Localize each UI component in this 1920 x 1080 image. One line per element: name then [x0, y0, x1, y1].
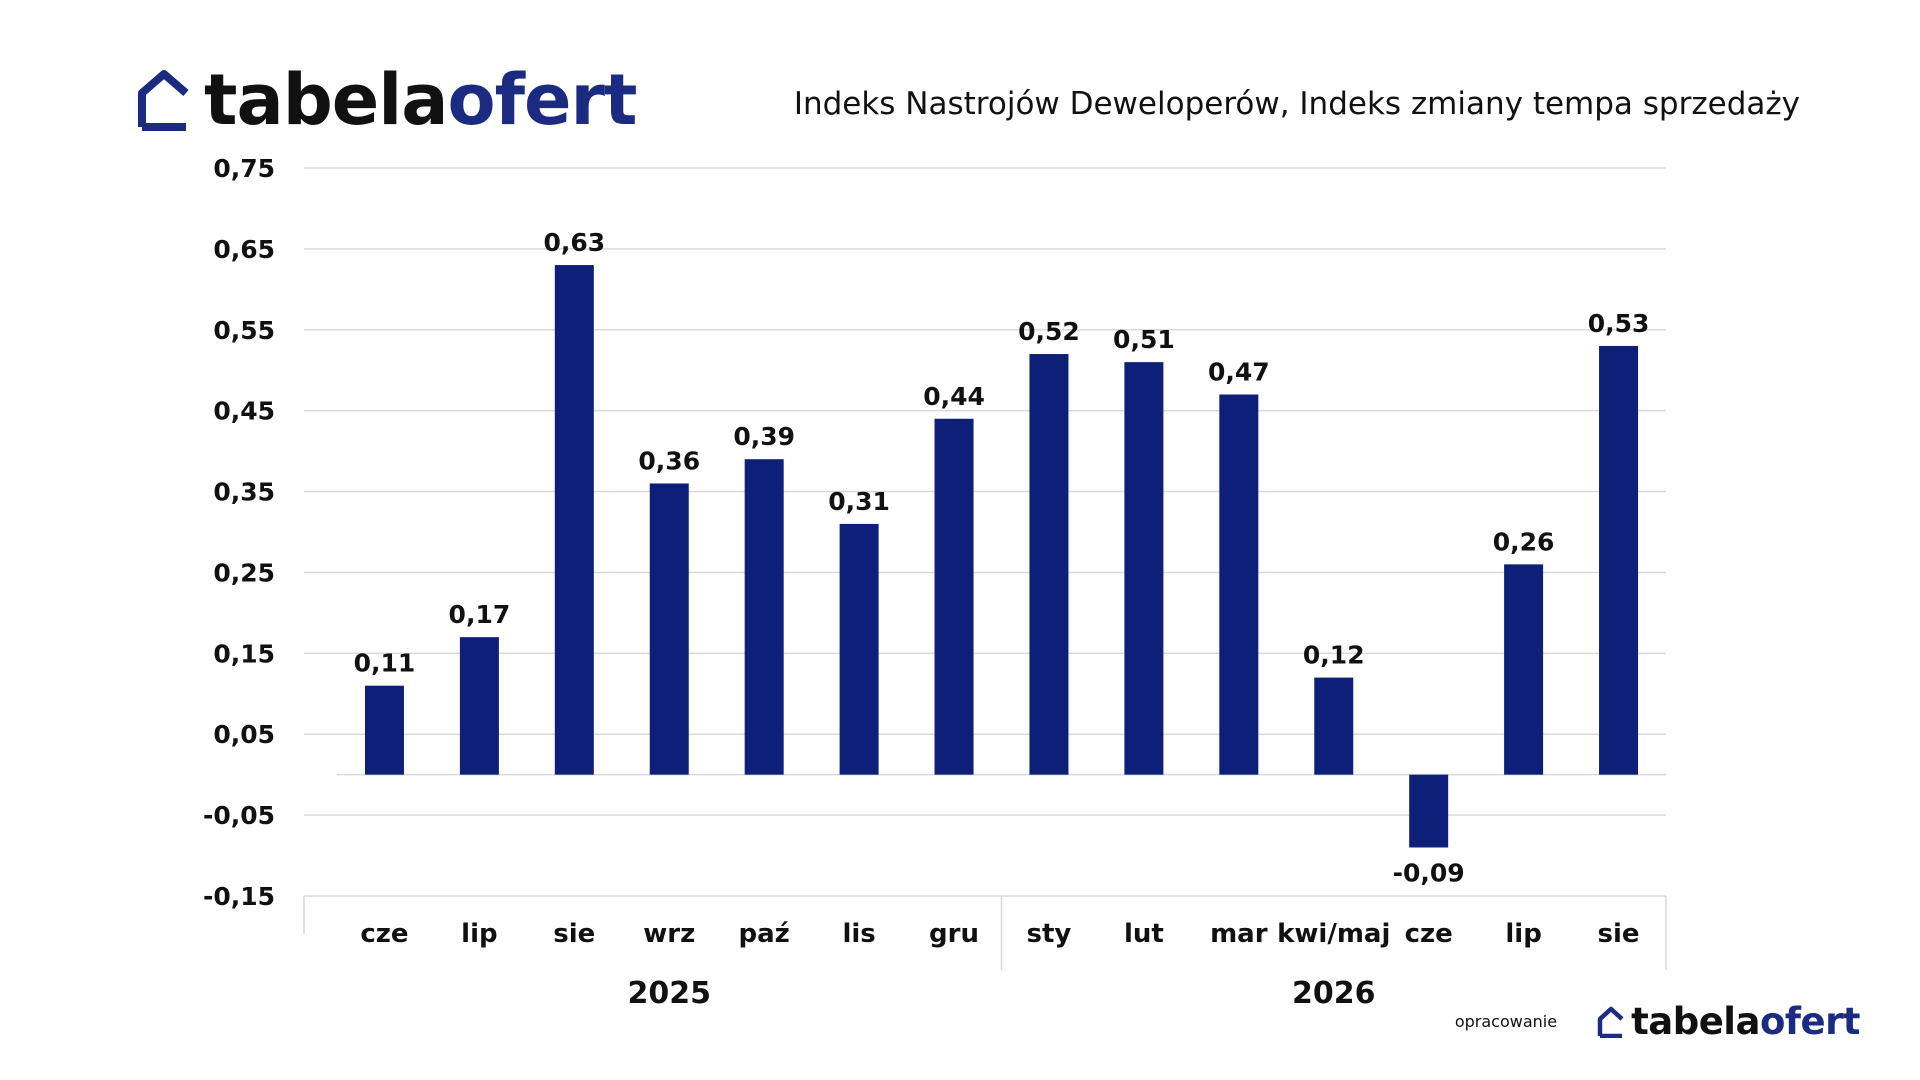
- data-label: 0,31: [828, 487, 890, 516]
- bar: [1219, 394, 1259, 775]
- y-tick-label: -0,05: [203, 801, 275, 830]
- bar: [839, 523, 879, 775]
- x-category-label: sty: [1027, 919, 1072, 949]
- data-label: 0,36: [638, 446, 700, 475]
- bar: [1029, 354, 1069, 775]
- data-label: -0,09: [1393, 858, 1465, 887]
- y-tick-label: 0,65: [213, 235, 275, 264]
- bar: [1409, 774, 1449, 848]
- x-category-label: lis: [842, 919, 875, 949]
- data-label: 0,53: [1588, 309, 1650, 338]
- bar: [744, 459, 784, 775]
- x-category-label: cze: [1405, 919, 1453, 949]
- logo-text-ofert: ofert: [447, 59, 638, 141]
- x-category-label: lut: [1124, 919, 1164, 949]
- y-tick-label: 0,35: [213, 478, 275, 507]
- data-label: 0,52: [1018, 317, 1080, 346]
- x-category-label: mar: [1210, 919, 1268, 949]
- x-category-label: lip: [461, 919, 497, 949]
- x-category-label: sie: [553, 919, 595, 949]
- data-label: 0,11: [354, 649, 416, 678]
- y-tick-label: -0,15: [203, 882, 275, 911]
- tabelaofert-logo: tabelaofert: [138, 59, 638, 141]
- house-icon: [138, 70, 189, 131]
- bar: [1314, 677, 1354, 775]
- x-category-label: lip: [1505, 919, 1541, 949]
- house-icon: [1597, 1006, 1624, 1038]
- footer-logo-text-tabela: tabela: [1631, 1000, 1760, 1043]
- bar: [1599, 345, 1639, 775]
- bar: [364, 685, 404, 775]
- data-label: 0,26: [1493, 527, 1555, 556]
- x-category-label: sie: [1598, 919, 1640, 949]
- data-label: 0,17: [449, 600, 511, 629]
- x-category-label: cze: [360, 919, 408, 949]
- year-group-label: 2025: [628, 976, 712, 1011]
- bar: [934, 418, 974, 775]
- data-label: 0,47: [1208, 357, 1270, 386]
- chart-title: Indeks Nastrojów Deweloperów, Indeks zmi…: [793, 86, 1800, 122]
- footer-credit: opracowanie tabelaofert: [1454, 1000, 1861, 1043]
- data-label: 0,12: [1303, 641, 1365, 670]
- x-category-label: kwi/maj: [1277, 919, 1390, 949]
- data-label: 0,39: [733, 422, 795, 451]
- bar: [554, 265, 594, 775]
- x-category-label: paź: [739, 919, 790, 949]
- x-category-label: gru: [929, 919, 979, 949]
- year-group-label: 2026: [1292, 976, 1376, 1011]
- y-tick-label: 0,25: [213, 558, 275, 587]
- data-label: 0,51: [1113, 325, 1175, 354]
- bar: [1504, 564, 1544, 775]
- bar: [649, 483, 689, 775]
- data-label: 0,44: [923, 382, 985, 411]
- bar: [1124, 362, 1164, 775]
- x-category-label: wrz: [643, 919, 695, 949]
- footer-logo-text-ofert: ofert: [1759, 1000, 1861, 1043]
- y-tick-label: 0,75: [213, 154, 275, 183]
- y-tick-label: 0,15: [213, 639, 275, 668]
- y-tick-label: 0,05: [213, 720, 275, 749]
- y-tick-label: 0,45: [213, 397, 275, 426]
- data-label: 0,63: [543, 228, 605, 257]
- credit-text: opracowanie: [1454, 1012, 1558, 1031]
- logo-text-tabela: tabela: [204, 59, 449, 141]
- bar: [459, 637, 499, 775]
- y-tick-label: 0,55: [213, 316, 275, 345]
